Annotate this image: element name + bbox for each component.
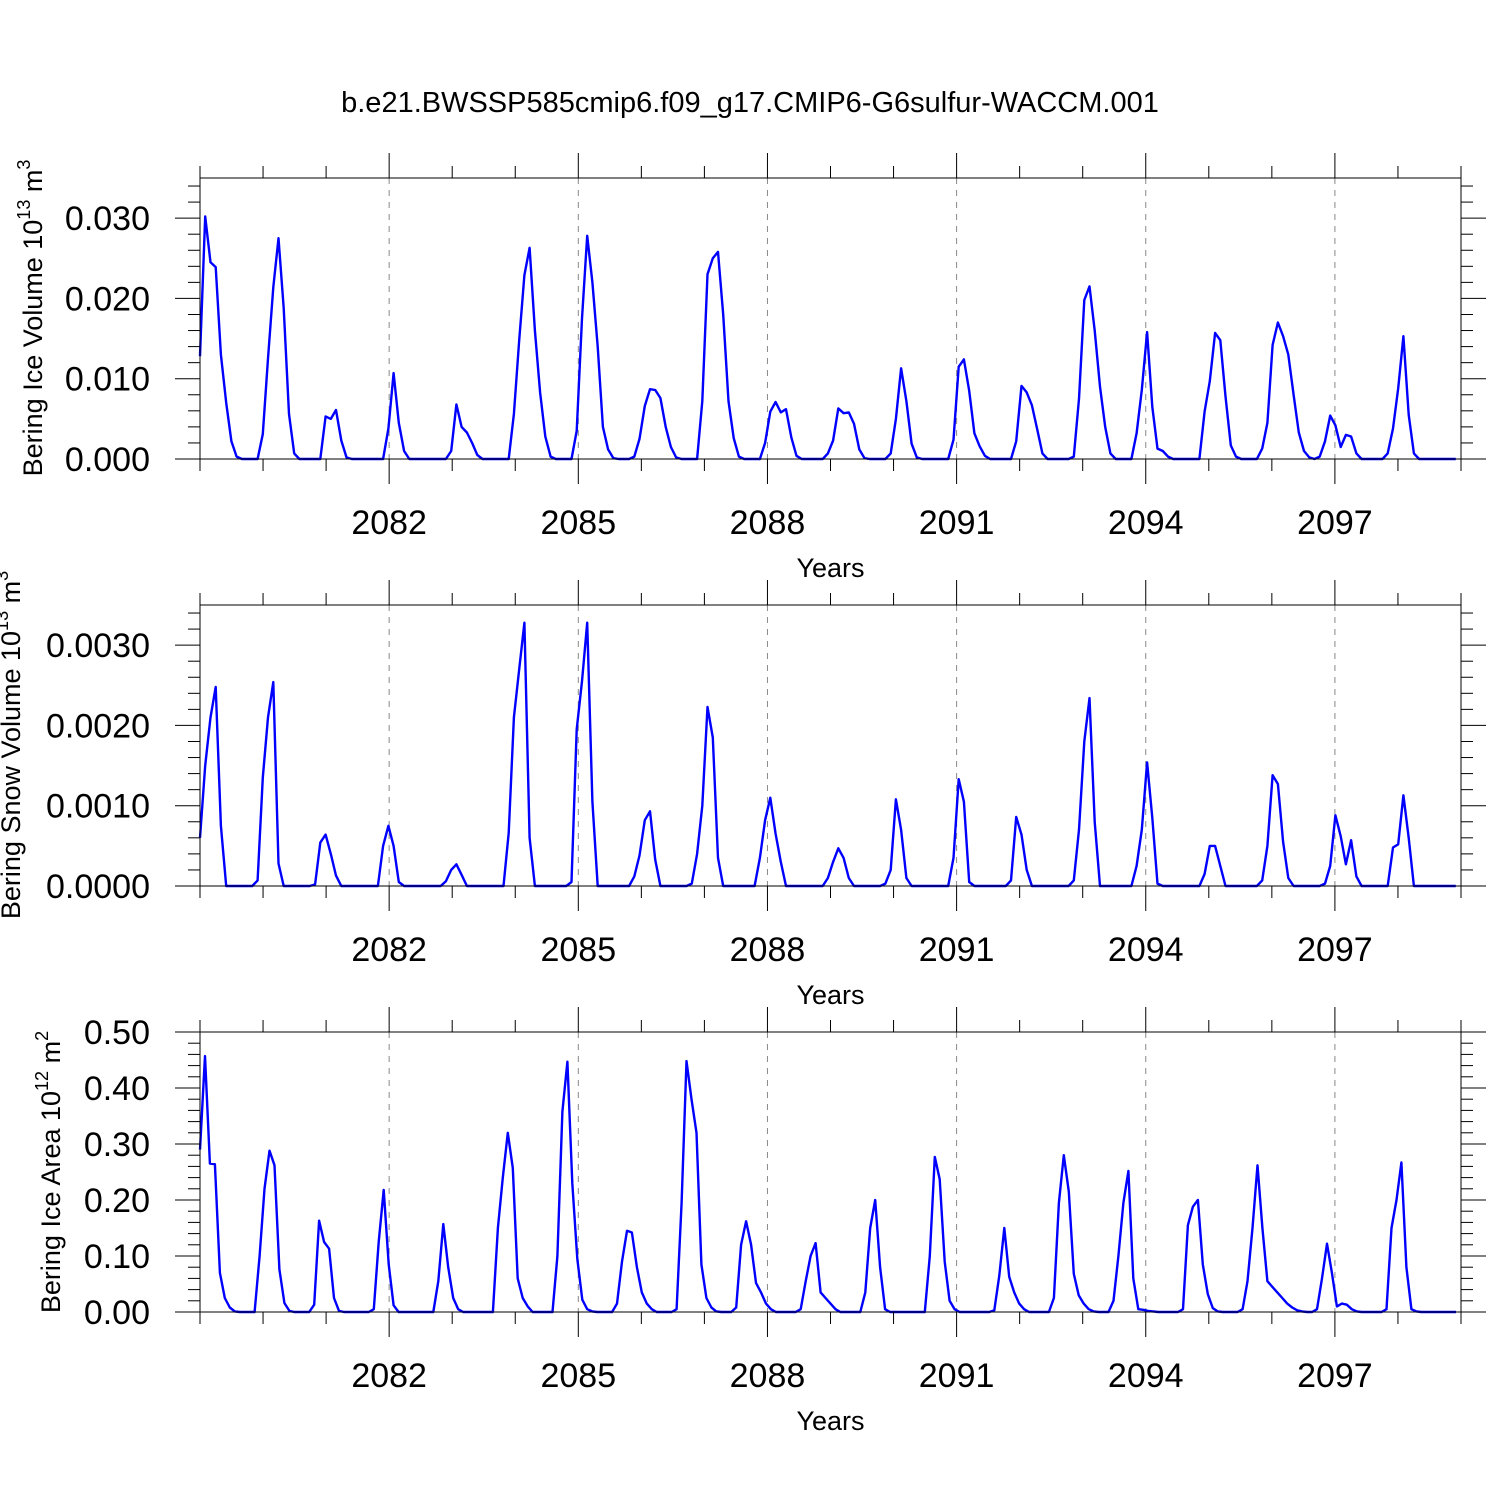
y-tick-label: 0.010	[65, 361, 150, 399]
y-axis-label-unit-exponent: 3	[14, 160, 34, 170]
x-tick-label: 2085	[540, 1357, 616, 1395]
y-axis-label: Bering Snow Volume 1013 m3	[0, 571, 26, 919]
x-tick-label: 2085	[540, 931, 616, 969]
x-tick-label: 2097	[1297, 504, 1373, 542]
chart-panel-3: 2082 2085 2088 2091 2094 2097 0.00 0.10 0.20 0.30…	[32, 1007, 1486, 1436]
y-tick-label: 0.020	[65, 280, 150, 318]
y-tick-label: 0.50	[84, 1014, 150, 1052]
y-axis-label-unit: m	[18, 170, 48, 200]
figure-title: b.e21.BWSSP585cmip6.f09_g17.CMIP6-G6sulf…	[341, 87, 1159, 119]
x-tick-label: 2091	[919, 1357, 995, 1395]
y-tick-label: 0.00	[84, 1294, 150, 1332]
y-tick-label: 0.20	[84, 1182, 150, 1220]
x-tick-label: 2088	[730, 504, 806, 542]
y-axis-label-unit: m	[36, 1041, 66, 1071]
x-tick-label: 2082	[351, 931, 427, 969]
x-tick-label: 2097	[1297, 1357, 1373, 1395]
x-tick-label: 2082	[351, 504, 427, 542]
series-line	[198, 215, 1456, 461]
x-tick-label: 2094	[1108, 1357, 1184, 1395]
y-axis-label: Bering Ice Area 1012 m2	[32, 1031, 66, 1313]
y-axis-label-exponent: 13	[0, 611, 12, 631]
x-tick-label: 2097	[1297, 931, 1373, 969]
y-axis-label-unit-exponent: 3	[0, 571, 12, 581]
x-axis-label: Years	[796, 1406, 864, 1436]
y-axis-label: Bering Ice Volume 1013 m3	[14, 160, 48, 477]
y-axis-label-text: Bering Snow Volume 10	[0, 631, 26, 919]
y-tick-label: 0.000	[65, 441, 150, 479]
chart-panel-2: 2082 2085 2088 2091 2094 2097 0.0000 0.0010 0.00…	[0, 571, 1486, 1010]
x-tick-label: 2088	[730, 1357, 806, 1395]
x-tick-label: 2082	[351, 1357, 427, 1395]
y-axis-label-exponent: 13	[14, 200, 34, 220]
x-tick-label: 2091	[919, 931, 995, 969]
y-tick-label: 0.0020	[46, 707, 150, 745]
y-tick-label: 0.10	[84, 1238, 150, 1276]
y-axis-label-unit: m	[0, 581, 26, 611]
y-tick-label: 0.40	[84, 1070, 150, 1108]
x-axis-label: Years	[796, 553, 864, 583]
y-axis-label-text: Bering Ice Volume 10	[18, 220, 48, 477]
x-tick-label: 2094	[1108, 504, 1184, 542]
y-tick-label: 0.0010	[46, 788, 150, 826]
y-tick-label: 0.030	[65, 200, 150, 238]
y-tick-label: 0.0030	[46, 627, 150, 665]
y-axis-label-unit-exponent: 2	[32, 1031, 52, 1041]
plot-frame	[199, 604, 1462, 887]
y-tick-label: 0.30	[84, 1126, 150, 1164]
y-axis-label-text: Bering Ice Area 10	[36, 1091, 66, 1313]
x-axis-label: Years	[796, 980, 864, 1010]
y-axis-label-exponent: 12	[32, 1071, 52, 1091]
x-tick-label: 2094	[1108, 931, 1184, 969]
panels: 2082 2085 2088 2091 2094 2097 0.000 0.010 0.020 0…	[0, 153, 1486, 1436]
chart-panel-1: 2082 2085 2088 2091 2094 2097 0.000 0.010 0.020 0…	[14, 153, 1486, 583]
x-tick-label: 2088	[730, 931, 806, 969]
series-line	[198, 1054, 1456, 1314]
x-tick-label: 2085	[540, 504, 616, 542]
x-tick-label: 2091	[919, 504, 995, 542]
y-tick-label: 0.0000	[46, 868, 150, 906]
series-line	[198, 621, 1456, 888]
